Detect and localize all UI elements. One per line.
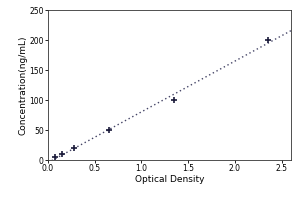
X-axis label: Optical Density: Optical Density xyxy=(135,175,204,184)
Y-axis label: Concentration(ng/mL): Concentration(ng/mL) xyxy=(19,35,28,135)
